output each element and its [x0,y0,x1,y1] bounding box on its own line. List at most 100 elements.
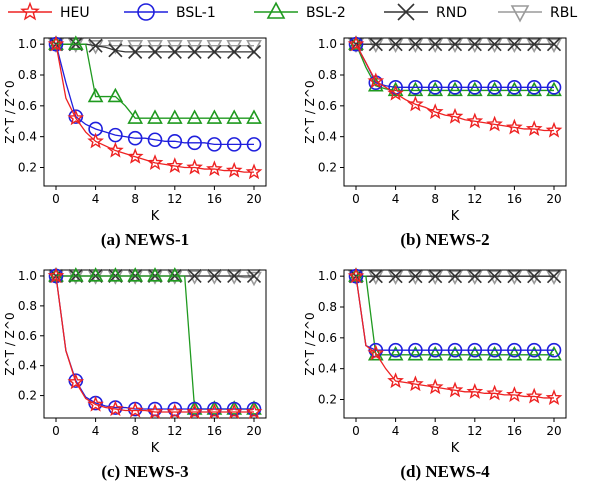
plot-frame [343,269,567,419]
point-bsl-2 [348,35,364,50]
y-tick-label: 0.6 [18,99,37,113]
point-rbl [407,270,424,285]
point-bsl-2 [67,267,84,282]
point-rnd [108,43,123,58]
point-rbl [447,38,463,53]
point-rbl [387,38,404,53]
y-tick-label: 0.2 [318,393,337,407]
point-bsl-1 [507,80,522,95]
y-tick-label: 0.4 [18,130,37,144]
point-bsl-1 [546,342,562,358]
x-tick-label: 12 [467,192,482,206]
point-bsl-1 [167,133,183,149]
point-bsl-1 [388,342,403,358]
point-rbl [226,270,243,285]
point-bsl-1 [226,137,242,152]
point-rbl [186,40,203,55]
x-tick-label: 0 [352,424,360,438]
point-rnd [227,268,242,284]
caption-news-2: (b) NEWS-2 [400,230,490,249]
x-axis-label: K [151,441,160,456]
point-bsl-1 [127,130,143,146]
series-line-bsl-2 [356,275,554,356]
x-tick-label: 16 [507,424,522,438]
x-tick-label: 12 [467,424,482,438]
x-tick-label: 16 [207,424,222,438]
x-tick-label: 20 [546,192,561,206]
chart-panel-news-2: 0.2 0.4 0.6 0.8 1.0 0 4 8 12 16 20 K Z^T / Z^0 [300,30,590,226]
point-rbl [127,40,144,55]
y-tick-label: 0.4 [318,130,337,144]
y-axis-label: Z^T / Z^0 [3,312,17,375]
series-heu [47,35,263,180]
point-rbl [506,270,523,285]
point-rbl [546,270,562,285]
y-tick-label: 0.8 [18,68,37,82]
legend-label-bsl-1: BSL-1 [176,5,216,21]
x-tick-label: 8 [131,424,139,438]
x-axis-label: K [151,209,160,224]
legend-entry-bsl-2: BSL-2 [254,1,346,21]
point-bsl-2 [447,345,463,361]
legend-marker-rbl [510,5,530,23]
point-heu [426,103,444,120]
point-heu [146,403,164,420]
point-bsl-2 [546,81,562,97]
legend-entry-rbl: RBL [498,5,577,23]
y-tick-label: 0.6 [318,331,337,345]
point-rbl [206,40,223,55]
point-heu [47,267,65,284]
point-heu [186,403,203,420]
point-heu [367,72,385,89]
point-heu [525,120,543,137]
series-line-bsl-2 [56,43,254,119]
point-rnd [447,37,463,52]
point-heu [107,141,124,158]
y-tick-label: 1.0 [318,37,337,51]
y-tick-label: 0.8 [318,68,337,82]
legend-marker-rnd [397,3,415,21]
point-rbl [427,38,444,53]
point-rnd [88,38,103,53]
series-heu [347,267,563,406]
point-rnd [147,44,163,59]
series-rnd [48,37,262,59]
point-bsl-2 [186,400,203,415]
point-heu [225,403,243,420]
point-heu [245,163,263,180]
point-bsl-2 [387,81,404,97]
y-axis-label: Z^T / Z^0 [3,80,17,143]
series-line-heu [55,44,254,173]
y-tick-label: 0.6 [18,329,37,343]
y-axis-label: Z^T / Z^0 [303,80,317,143]
point-heu [206,160,223,177]
series-bsl-2 [48,35,262,124]
point-rnd [128,44,143,59]
point-heu [387,84,404,101]
point-heu [525,387,543,404]
point-heu [506,118,523,135]
point-rnd [467,37,482,52]
point-heu [347,267,365,284]
point-rbl [246,271,262,287]
x-tick-label: 8 [131,192,139,206]
point-rbl [166,270,183,285]
point-rnd [408,269,423,284]
point-rbl [486,270,503,285]
point-rbl [486,38,503,53]
point-bsl-2 [206,400,223,415]
point-heu [87,132,104,149]
point-heu [245,403,263,420]
point-bsl-1 [467,80,483,95]
legend-label-heu: HEU [60,5,90,21]
point-bsl-1 [246,137,262,152]
point-heu [446,381,464,398]
y-tick-label: 0.2 [18,389,37,403]
y-tick-label: 0.4 [18,359,37,373]
point-bsl-1 [108,127,123,143]
point-heu [67,373,85,390]
point-rbl [546,38,562,53]
point-rbl [506,38,523,53]
point-bsl-1 [467,342,483,358]
point-heu [107,400,124,417]
